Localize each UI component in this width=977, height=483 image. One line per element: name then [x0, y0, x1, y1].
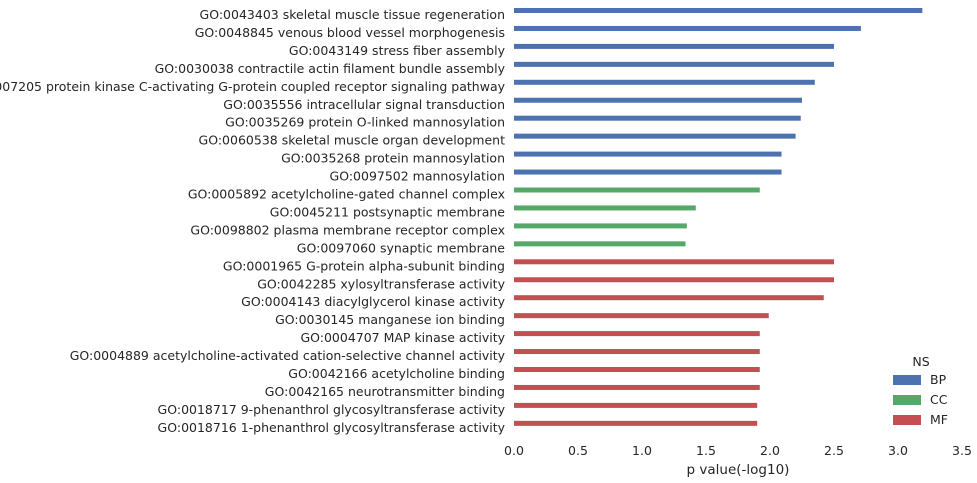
category-label: GO:0001965 G-protein alpha-subunit bindi… [223, 258, 505, 273]
x-tick-label: 0.0 [504, 443, 524, 458]
legend-label-bp: BP [930, 372, 947, 387]
x-axis-label: p value(-log10) [687, 462, 790, 478]
category-label: GO:0042285 xylosyltransferase activity [257, 276, 505, 291]
x-tick-label: 2.5 [824, 443, 844, 458]
category-label: GO:0004707 MAP kinase activity [300, 330, 505, 345]
category-label: GO:0030038 contractile actin filament bu… [155, 61, 506, 76]
category-label: GO:0042166 acetylcholine binding [288, 366, 505, 381]
bar-bp [514, 61, 834, 67]
category-labels: GO:0043403 skeletal muscle tissue regene… [0, 7, 506, 435]
legend-swatch-cc [893, 395, 921, 405]
category-label: GO:0097060 synaptic membrane [297, 240, 506, 255]
x-axis-ticks: 0.0 0.5 1.0 1.5 2.0 2.5 3.0 3.5 [504, 443, 972, 458]
category-label: GO:0035268 protein mannosylation [281, 151, 505, 166]
category-label: GO:0035556 intracellular signal transduc… [223, 97, 505, 112]
legend-swatch-bp [893, 375, 921, 385]
bar-mf [514, 295, 824, 301]
x-tick-label: 1.0 [632, 443, 652, 458]
category-label: GO:0042165 neurotransmitter binding [265, 384, 505, 399]
category-label: GO:0007205 protein kinase C-activating G… [0, 79, 506, 94]
bar-bp [514, 151, 782, 157]
category-label: GO:0018717 9-phenanthrol glycosyltransfe… [158, 402, 506, 417]
legend-label-mf: MF [930, 412, 948, 427]
x-tick-label: 3.0 [888, 443, 908, 458]
category-label: GO:0098802 plasma membrane receptor comp… [190, 222, 505, 237]
category-label: GO:0043403 skeletal muscle tissue regene… [200, 7, 505, 22]
category-label: GO:0048845 venous blood vessel morphogen… [195, 25, 505, 40]
category-label: GO:0005892 acetylcholine-gated channel c… [188, 187, 505, 202]
x-tick-label: 3.5 [952, 443, 972, 458]
bar-bp [514, 8, 923, 13]
bar-cc [514, 241, 686, 247]
bar-bp [514, 133, 796, 139]
category-label: GO:0097502 mannosylation [330, 169, 505, 184]
bar-mf [514, 367, 760, 372]
category-label: GO:0045211 postsynaptic membrane [270, 204, 506, 219]
x-tick-label: 2.0 [760, 443, 780, 458]
category-label: GO:0004889 acetylcholine-activated catio… [70, 348, 506, 363]
bar-mf [514, 259, 834, 265]
legend-title: NS [912, 354, 929, 369]
category-label: GO:0018716 1-phenanthrol glycosyltransfe… [158, 420, 506, 435]
bar-cc [514, 223, 687, 229]
bar-mf [514, 402, 758, 408]
bar-bp [514, 79, 815, 85]
category-label: GO:0043149 stress fiber assembly [289, 43, 506, 58]
legend-label-cc: CC [930, 392, 948, 407]
bar-mf [514, 349, 760, 355]
bar-bp [514, 115, 801, 121]
bar-cc [514, 205, 696, 211]
legend: NS BP CC MF [893, 354, 948, 427]
bar-mf [514, 313, 769, 319]
bar-bp [514, 169, 782, 175]
bar-cc [514, 187, 760, 193]
legend-swatch-mf [893, 415, 921, 425]
x-tick-label: 0.5 [568, 443, 588, 458]
bars [514, 8, 923, 426]
bar-mf [514, 384, 760, 390]
x-tick-label: 1.5 [696, 443, 716, 458]
category-label: GO:0060538 skeletal muscle organ develop… [199, 133, 506, 148]
bar-bp [514, 97, 802, 103]
category-label: GO:0030145 manganese ion binding [275, 312, 505, 327]
bar-mf [514, 420, 758, 426]
bar-mf [514, 277, 834, 283]
bar-bp [514, 43, 834, 49]
category-label: GO:0035269 protein O-linked mannosylatio… [225, 115, 505, 130]
bar-bp [514, 25, 861, 31]
bar-mf [514, 331, 760, 337]
category-label: GO:0004143 diacylglycerol kinase activit… [241, 294, 505, 309]
